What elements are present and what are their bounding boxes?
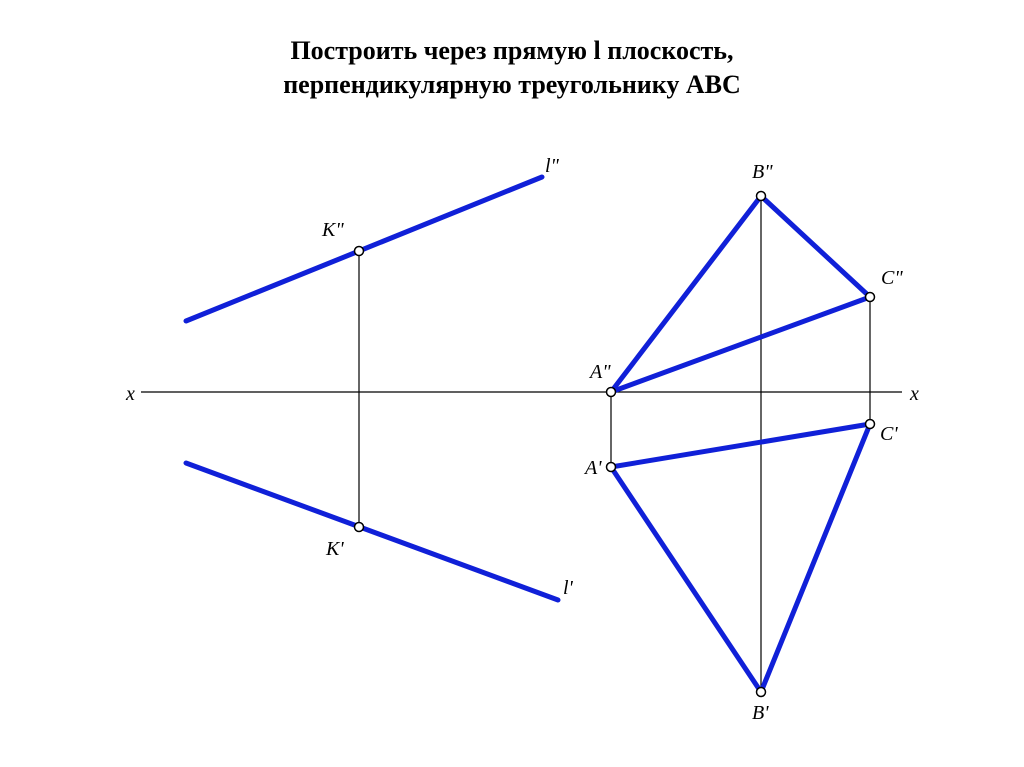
label-A2: A": [588, 361, 611, 383]
label-A1: A': [583, 457, 602, 479]
triangle-bottom-edge: [611, 424, 870, 467]
x-label-right: x: [909, 383, 919, 405]
point-B1: [757, 688, 766, 697]
point-C1: [866, 420, 875, 429]
label-C1: C': [880, 423, 898, 445]
x-label-left: x: [125, 383, 135, 405]
label-l1: l': [563, 577, 574, 599]
point-A1: [607, 463, 616, 472]
triangle-bottom-edge: [611, 467, 761, 692]
label-K1: K': [325, 538, 344, 560]
point-C2: [866, 293, 875, 302]
line-l-top: [186, 177, 542, 321]
line-l-bottom: [186, 463, 558, 600]
point-B2: [757, 192, 766, 201]
label-K2: K": [321, 219, 344, 241]
point-K1: [355, 523, 364, 532]
label-l2: l": [545, 155, 560, 177]
point-A2: [607, 388, 616, 397]
diagram-svg: K" K' A" A' B" B' C" C' l" l' x x: [0, 0, 1024, 767]
triangle-top-edge: [761, 196, 870, 297]
label-C2: C": [881, 267, 903, 289]
point-K2: [355, 247, 364, 256]
label-B2: B": [752, 161, 773, 183]
label-B1: B': [752, 702, 769, 724]
triangle-bottom-edge: [761, 424, 870, 692]
